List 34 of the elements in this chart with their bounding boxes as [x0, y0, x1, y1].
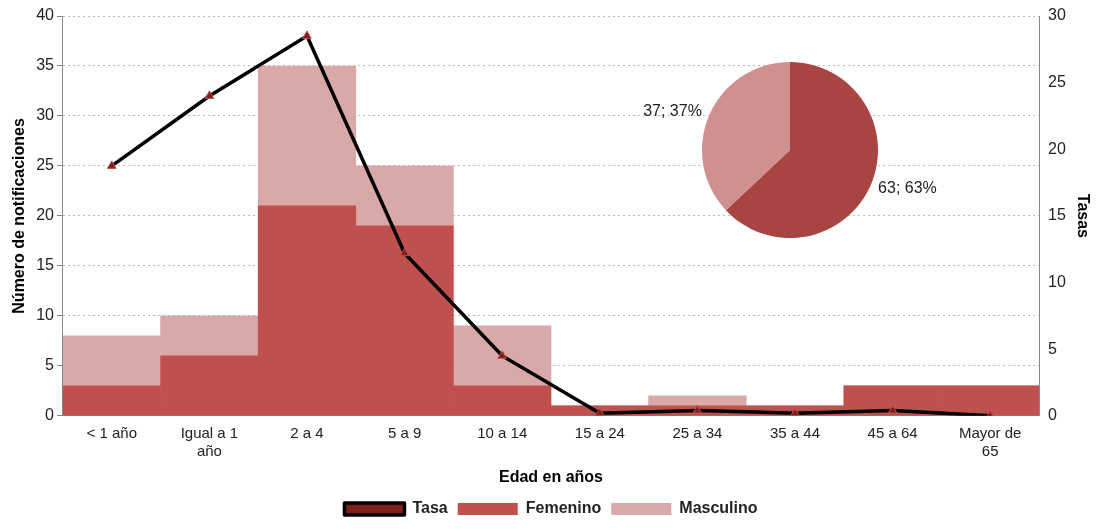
y-tick-label: 35: [36, 56, 55, 74]
y-tick-label: 20: [36, 206, 55, 224]
y2-axis-title: Tasas: [1074, 193, 1092, 239]
y2-tick-label: 10: [1048, 272, 1066, 290]
x-tick-label: 35 a 44: [769, 423, 821, 441]
x-tick-label: Mayor de 65: [958, 423, 1022, 459]
y2-tick-label: 5: [1048, 339, 1057, 357]
legend-label: Femenino: [525, 499, 602, 517]
data-label: 37; 37%: [643, 102, 702, 120]
x-tick-label: 45 a 64: [867, 423, 918, 441]
y2-tick-label: 15: [1048, 206, 1066, 224]
legend-label: Tasa: [412, 499, 448, 517]
x-tick-label: 2 a 4: [290, 423, 324, 441]
y2-tick-label: 20: [1048, 139, 1066, 157]
x-tick-label: Igual a 1 año: [180, 423, 239, 459]
x-tick-label: 5 a 9: [387, 423, 422, 441]
y-tick-label: 10: [36, 306, 55, 324]
legend-label: Masculino: [679, 499, 758, 517]
y-tick-label: 5: [45, 356, 55, 374]
x-tick-label: 25 a 34: [672, 423, 723, 441]
y2-tick-label: 30: [1048, 6, 1066, 24]
y-tick-label: 15: [36, 256, 55, 274]
y-tick-label: 30: [36, 106, 55, 124]
y-tick-label: 0: [45, 406, 55, 424]
y2-tick-label: 25: [1048, 73, 1066, 91]
y-tick-label: 25: [36, 156, 55, 174]
data-label: 63; 63%: [878, 178, 937, 196]
y-tick-label: 40: [36, 6, 55, 24]
x-axis-title: Edad en años: [498, 467, 604, 485]
x-tick-label: 15 a 24: [574, 423, 625, 441]
x-tick-label: < 1 año: [86, 423, 138, 441]
x-tick-label: 10 a 14: [477, 423, 528, 441]
y-axis-title: Número de notificaciones: [10, 118, 28, 314]
y2-tick-label: 0: [1048, 406, 1057, 424]
